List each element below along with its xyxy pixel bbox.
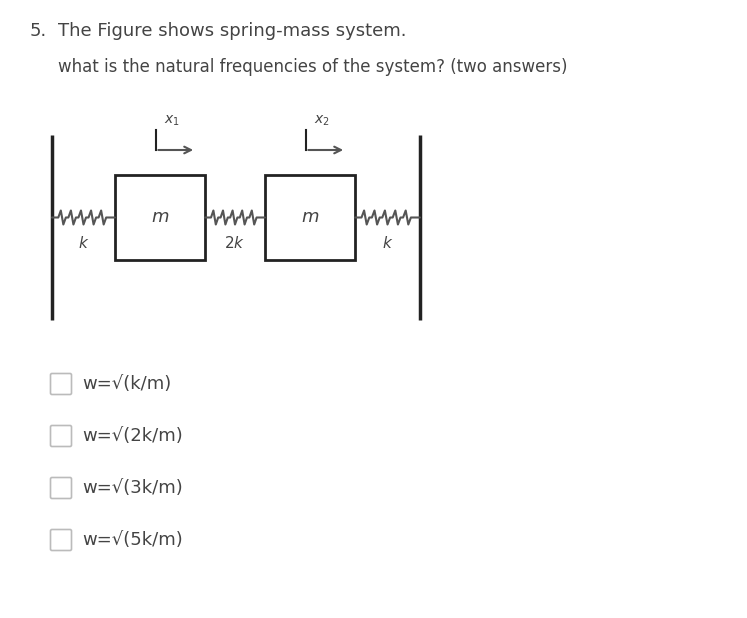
Bar xyxy=(265,175,355,260)
Text: $k$: $k$ xyxy=(382,235,393,252)
Bar xyxy=(115,175,205,260)
Text: $2k$: $2k$ xyxy=(225,235,246,252)
Text: w=√(5k/m): w=√(5k/m) xyxy=(82,531,183,549)
Text: w=√(3k/m): w=√(3k/m) xyxy=(82,479,183,497)
FancyBboxPatch shape xyxy=(51,373,72,394)
FancyBboxPatch shape xyxy=(51,530,72,551)
Text: $m$: $m$ xyxy=(301,208,319,227)
FancyBboxPatch shape xyxy=(51,426,72,446)
Text: $x_1$: $x_1$ xyxy=(164,114,179,128)
Text: $k$: $k$ xyxy=(78,235,89,252)
Text: $x_2$: $x_2$ xyxy=(314,114,329,128)
Text: w=√(k/m): w=√(k/m) xyxy=(82,375,171,393)
Text: The Figure shows spring-mass system.: The Figure shows spring-mass system. xyxy=(58,22,406,40)
Text: $m$: $m$ xyxy=(151,208,169,227)
Text: 5.: 5. xyxy=(30,22,47,40)
Text: what is the natural frequencies of the system? (two answers): what is the natural frequencies of the s… xyxy=(58,58,568,76)
FancyBboxPatch shape xyxy=(51,478,72,499)
Text: w=√(2k/m): w=√(2k/m) xyxy=(82,427,183,445)
